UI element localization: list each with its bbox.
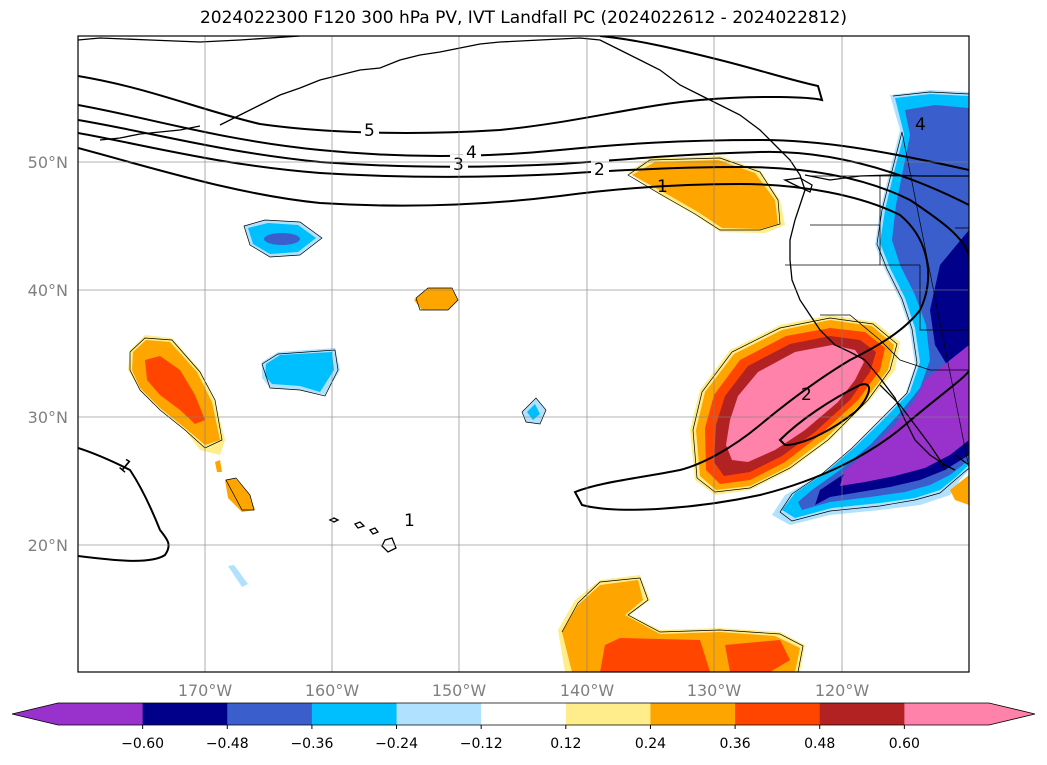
lon-label-160w: 160°W	[305, 681, 360, 700]
positive-anomaly-small-1	[414, 288, 458, 310]
colorbar-segment	[142, 703, 228, 725]
colorbar-extend-low	[12, 703, 58, 725]
lon-label-130w: 130°W	[687, 681, 742, 700]
lon-label-170w: 170°W	[178, 681, 233, 700]
colorbar-segment	[819, 703, 905, 725]
anomaly-outlines	[129, 91, 969, 672]
colorbar-tick-label: −0.60	[121, 736, 164, 752]
colorbar-tick-label: 0.24	[635, 736, 666, 752]
contour-label-3: 3	[453, 155, 464, 175]
lon-label-150w: 150°W	[432, 681, 487, 700]
contour-label-2: 2	[594, 160, 605, 180]
positive-anomaly-west	[128, 335, 225, 455]
negative-anomaly-small-1	[244, 220, 322, 257]
negative-anomaly-small-4	[228, 565, 248, 587]
positive-anomaly-small-3	[215, 460, 222, 472]
colorbar-extend-high	[989, 703, 1035, 725]
colorbar-outline	[11, 702, 1036, 726]
colorbar-segment	[735, 703, 821, 725]
colorbar: −0.60 −0.48 −0.36 −0.24 −0.12 0.12 0.24 0.36 0.4…	[11, 702, 1036, 752]
contour-label-5: 5	[364, 121, 375, 141]
colorbar-segment	[565, 703, 651, 725]
lat-label-20n: 20°N	[28, 536, 68, 555]
lat-label-50n: 50°N	[28, 153, 68, 172]
positive-anomaly-small-2	[225, 478, 255, 512]
colorbar-segment	[650, 703, 736, 725]
latitude-labels: 50°N 40°N 30°N 20°N	[28, 153, 68, 555]
positive-anomaly-north	[628, 156, 785, 233]
negative-anomaly-small-2	[262, 348, 340, 395]
colorbar-tick-label: 0.36	[720, 736, 751, 752]
colorbar-tick-label: −0.24	[375, 736, 418, 752]
lat-label-40n: 40°N	[28, 281, 68, 300]
colorbar-tick-label: −0.36	[290, 736, 333, 752]
contour-label-1: 1	[657, 177, 668, 197]
ivt-contours	[78, 36, 969, 562]
colorbar-tick-label: 0.48	[804, 736, 835, 752]
map-title: 2024022300 F120 300 hPa PV, IVT Landfall…	[199, 8, 847, 28]
colorbar-segment	[904, 703, 990, 725]
map-content: 5 4 3 2 1 2 1 1 4	[78, 36, 969, 672]
map-frame	[77, 35, 970, 673]
positive-anomaly-south	[558, 575, 805, 672]
colorbar-tick-label: −0.12	[460, 736, 503, 752]
negative-anomaly-coastal	[772, 90, 969, 525]
colorbar-segment	[227, 703, 313, 725]
colorbar-segment	[58, 703, 144, 725]
positive-anomaly-california	[690, 315, 900, 495]
colorbar-segment	[311, 703, 398, 725]
contour-label-1-hawaii: 1	[404, 511, 415, 531]
lon-label-120w: 120°W	[815, 681, 870, 700]
political-boundaries	[785, 175, 969, 371]
lat-label-30n: 30°N	[28, 408, 68, 427]
colorbar-segment	[396, 703, 482, 725]
longitude-labels: 170°W 160°W 150°W 140°W 130°W 120°W	[178, 681, 870, 700]
colorbar-tick-label: 0.60	[889, 736, 920, 752]
lon-label-140w: 140°W	[560, 681, 615, 700]
colorbar-segment	[481, 703, 567, 725]
contour-label-2-california: 2	[801, 385, 812, 405]
contour-label-4-east: 4	[915, 115, 926, 135]
colorbar-tick-label: 0.12	[550, 736, 581, 752]
contour-label-4: 4	[466, 143, 477, 163]
colorbar-tick-label: −0.48	[206, 736, 249, 752]
gridlines	[78, 36, 969, 672]
